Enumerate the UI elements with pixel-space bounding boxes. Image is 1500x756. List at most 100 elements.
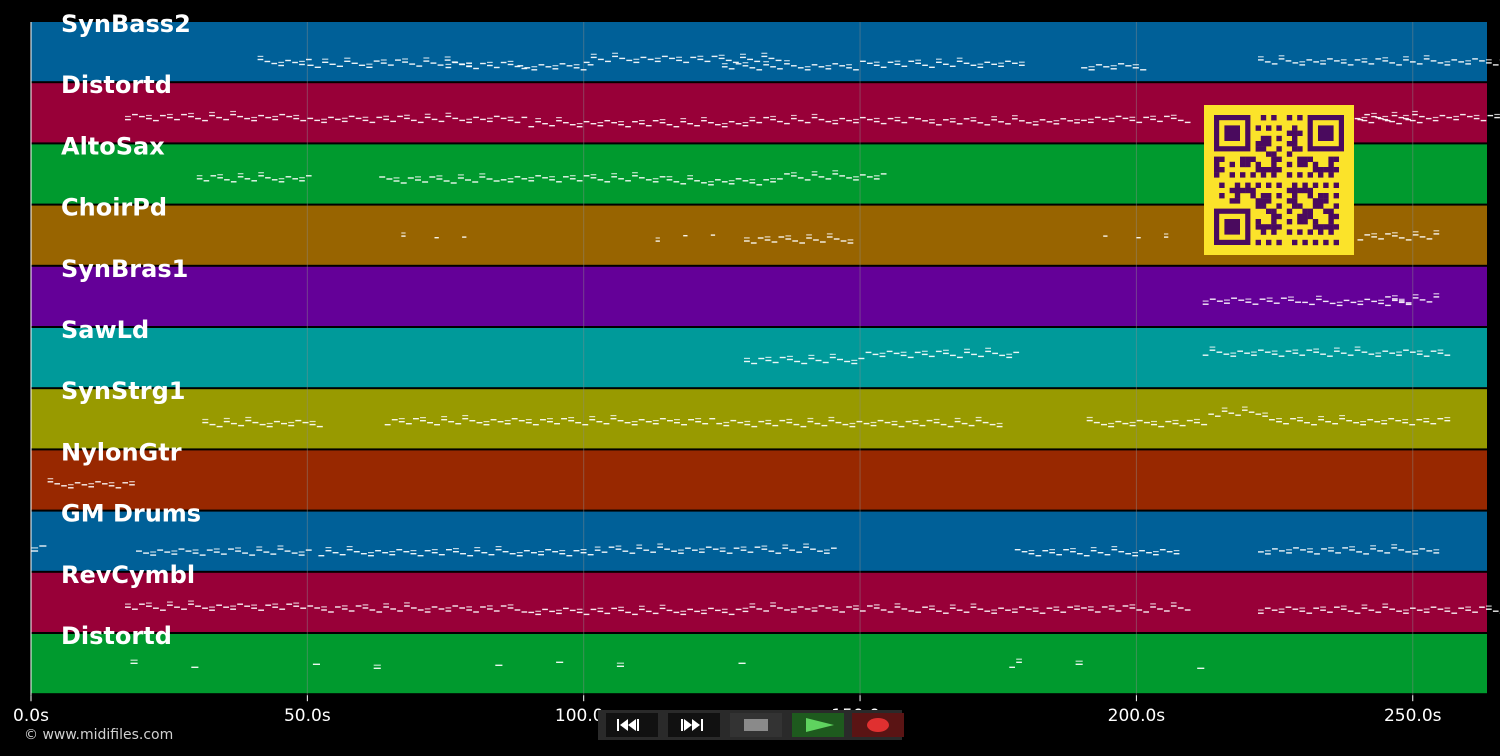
note — [1122, 605, 1129, 607]
note — [424, 116, 431, 119]
note — [1364, 298, 1371, 301]
note — [1382, 60, 1389, 62]
note — [715, 609, 721, 612]
note — [947, 425, 954, 428]
note — [718, 57, 725, 60]
note — [258, 114, 264, 117]
note — [1132, 67, 1139, 69]
note — [694, 125, 700, 127]
stop-button[interactable] — [730, 713, 782, 737]
note — [737, 421, 744, 424]
note — [167, 604, 173, 606]
note — [1314, 553, 1320, 555]
note — [576, 611, 583, 614]
note — [188, 603, 194, 605]
note — [1028, 553, 1035, 555]
note — [1081, 607, 1087, 609]
note — [195, 605, 201, 607]
note — [563, 176, 569, 178]
note — [749, 182, 756, 184]
note — [847, 239, 854, 241]
note — [756, 184, 763, 186]
note — [742, 125, 749, 127]
note — [1258, 612, 1264, 614]
note — [839, 65, 845, 67]
note — [1209, 346, 1216, 348]
note — [590, 174, 597, 176]
note — [1306, 612, 1313, 614]
note — [1136, 121, 1143, 124]
note — [466, 65, 472, 68]
note — [1361, 58, 1368, 60]
note — [832, 170, 839, 172]
note — [793, 423, 800, 426]
note — [1402, 422, 1409, 424]
note — [569, 124, 576, 126]
note — [1451, 59, 1458, 61]
play-icon — [806, 718, 834, 732]
note — [549, 610, 555, 613]
note — [573, 550, 580, 552]
note — [1336, 301, 1343, 303]
note — [452, 61, 459, 64]
note — [258, 172, 264, 174]
note — [723, 424, 730, 427]
note — [757, 237, 764, 239]
note — [998, 65, 1004, 67]
record-icon — [867, 718, 889, 732]
note — [1371, 236, 1377, 238]
note — [1416, 121, 1423, 124]
note — [1416, 63, 1423, 65]
note — [521, 67, 528, 70]
note — [1398, 237, 1405, 239]
note — [1297, 417, 1303, 419]
note — [500, 61, 507, 64]
note — [300, 607, 307, 609]
note — [209, 111, 215, 114]
note — [314, 119, 320, 122]
note — [695, 421, 702, 423]
note — [298, 551, 305, 553]
note — [445, 610, 452, 612]
note — [1307, 548, 1313, 550]
note — [1384, 119, 1391, 122]
rewind-button[interactable] — [606, 713, 658, 737]
note — [671, 550, 677, 552]
note — [786, 358, 793, 361]
note — [887, 61, 894, 63]
note — [915, 118, 921, 120]
note — [277, 548, 284, 550]
note — [1151, 423, 1157, 426]
note — [610, 415, 617, 417]
note — [125, 115, 131, 118]
note — [775, 59, 782, 62]
note — [430, 62, 437, 64]
note — [1184, 609, 1191, 611]
note — [1248, 411, 1255, 413]
note — [1292, 608, 1299, 610]
note — [661, 55, 668, 58]
note — [1224, 299, 1230, 301]
note — [487, 120, 493, 123]
note — [611, 176, 617, 178]
note — [387, 64, 394, 66]
play-button[interactable] — [792, 713, 844, 737]
note — [569, 175, 576, 177]
note — [1262, 412, 1268, 414]
note — [1384, 552, 1391, 554]
note — [772, 361, 779, 364]
note — [777, 120, 783, 123]
fast-forward-button[interactable] — [668, 713, 720, 737]
note — [740, 546, 747, 548]
note — [887, 611, 894, 613]
note — [1492, 610, 1499, 612]
note — [279, 608, 286, 610]
record-button[interactable] — [852, 713, 904, 737]
note — [756, 69, 763, 71]
note — [825, 68, 832, 70]
note — [462, 236, 467, 238]
note — [1299, 607, 1306, 609]
note — [382, 552, 389, 554]
note — [206, 549, 213, 551]
note — [95, 481, 101, 483]
